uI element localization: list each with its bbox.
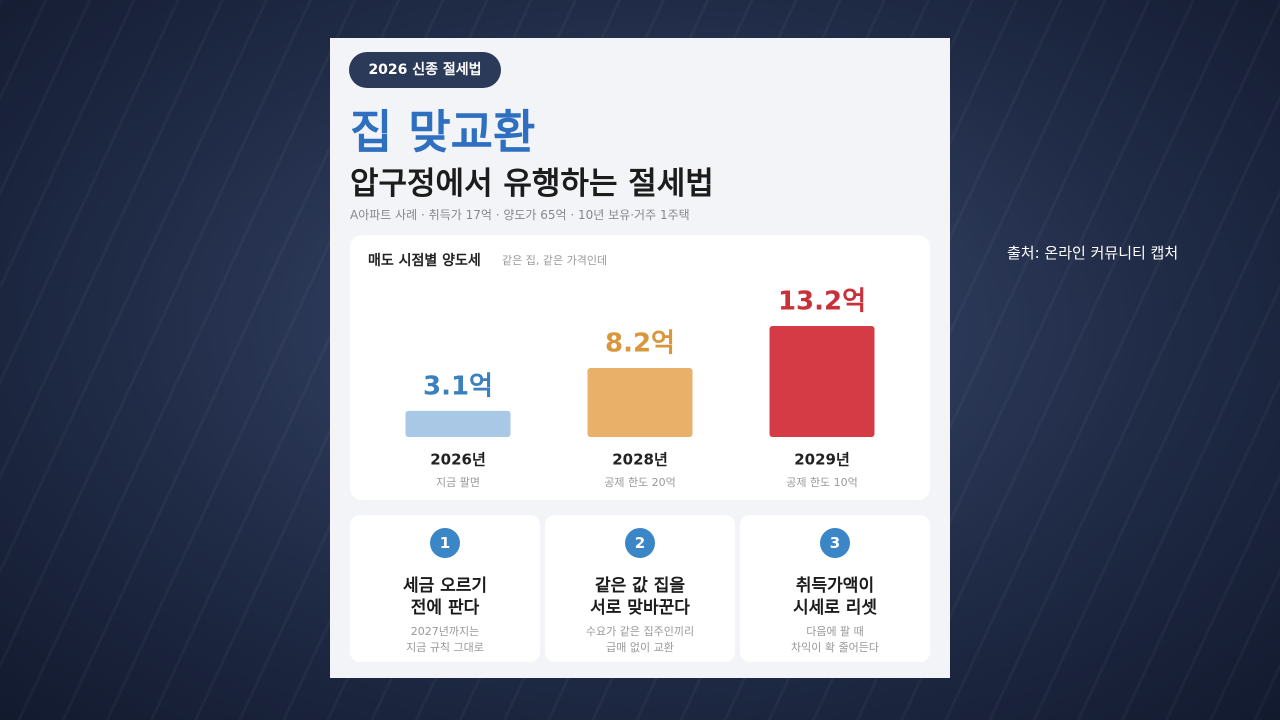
category-note: 공제 한도 20억 (604, 476, 676, 489)
category-note: 지금 팔면 (436, 476, 480, 489)
subtitle: 압구정에서 유행하는 절세법 (350, 166, 714, 202)
step-heading: 전에 판다 (410, 598, 480, 618)
infographic-card: 2026 신종 절세법 집 맞교환 압구정에서 유행하는 절세법 A아파트 사례… (330, 38, 950, 678)
chart-title: 매도 시점별 양도세 (368, 252, 481, 269)
title: 집 맞교환 (350, 105, 536, 159)
step-number: 2 (625, 528, 655, 558)
bar (587, 368, 693, 437)
value-label: 3.1억 (423, 371, 493, 401)
step-desc: 지금 규칙 그대로 (406, 641, 484, 654)
step-desc: 다음에 팔 때 (806, 625, 864, 638)
category-note: 공제 한도 10억 (786, 476, 858, 489)
step-desc: 급매 없이 교환 (606, 641, 674, 654)
bar (405, 410, 511, 437)
value-label: 8.2억 (605, 329, 675, 359)
value-label: 13.2억 (778, 287, 866, 317)
category-label: 2026년 (430, 451, 486, 469)
step-desc: 차익이 확 줄어든다 (791, 641, 879, 654)
category-label: 2028년 (612, 451, 668, 469)
step-desc: 수요가 같은 집주인끼리 (585, 625, 695, 638)
step-number: 3 (820, 528, 850, 558)
step-heading: 취득가액이 (795, 576, 875, 596)
step-desc: 2027년까지는 (410, 625, 480, 638)
badge: 2026 신종 절세법 (349, 52, 501, 88)
step-number: 1 (430, 528, 460, 558)
caption: A아파트 사례 · 취득가 17억 · 양도가 65억 · 10년 보유·거주 … (350, 208, 690, 222)
source: 출처: 온라인 커뮤니티 캡처 (1007, 244, 1179, 262)
category-label: 2029년 (794, 451, 850, 469)
step-heading: 같은 값 집을 (594, 576, 686, 596)
bar (769, 326, 875, 437)
chart-subtitle: 같은 집, 같은 가격인데 (502, 254, 607, 267)
step-heading: 시세로 리셋 (792, 598, 878, 618)
step-heading: 세금 오르기 (402, 576, 488, 596)
step-heading: 서로 맞바꾼다 (590, 598, 690, 618)
